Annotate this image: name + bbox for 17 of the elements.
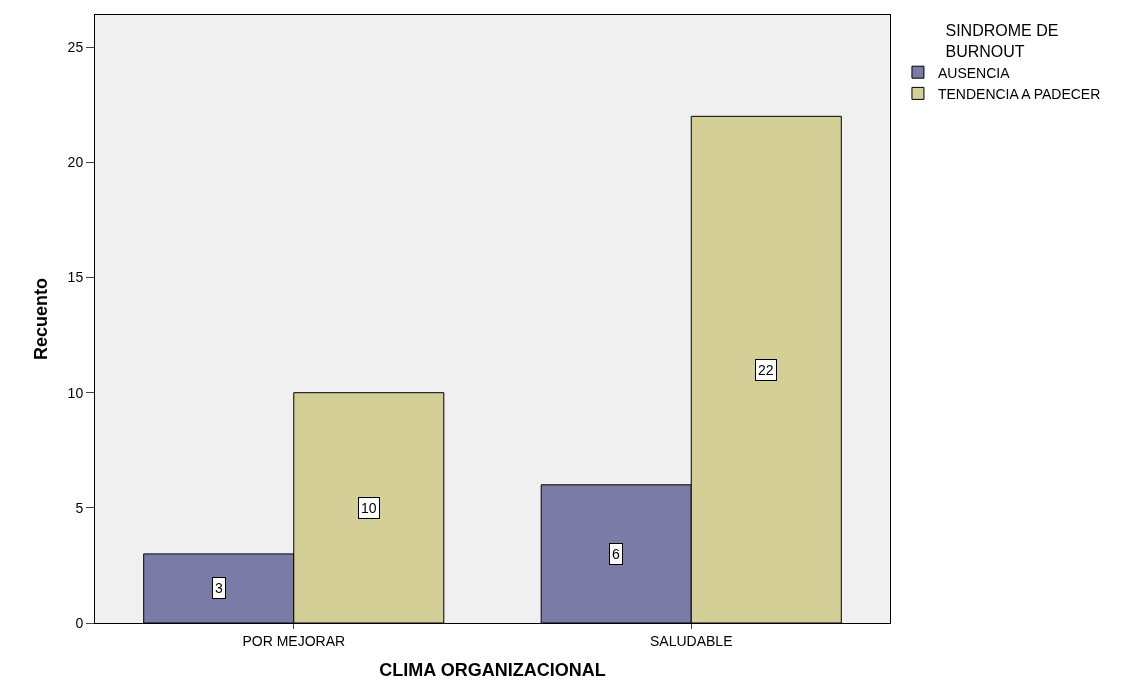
- x-tick-label: SALUDABLE: [650, 632, 733, 649]
- y-tick-label: 10: [67, 384, 84, 401]
- data-label: 3: [215, 580, 223, 596]
- y-tick-label: 0: [75, 614, 84, 631]
- y-tick-label: 15: [67, 269, 84, 286]
- legend-label: TENDENCIA A PADECER: [937, 85, 1101, 102]
- y-tick-label: 25: [67, 39, 84, 56]
- data-label: 22: [758, 362, 774, 378]
- x-tick-label: POR MEJORAR: [242, 632, 346, 649]
- x-axis-title: CLIMA ORGANIZACIONAL: [379, 659, 606, 680]
- data-label: 6: [612, 546, 620, 562]
- y-axis-title: Recuento: [30, 277, 51, 361]
- legend-title: SINDROME DE BURNOUT: [945, 21, 1059, 60]
- y-tick-label: 5: [75, 499, 84, 516]
- y-tick-label: 20: [67, 154, 84, 171]
- data-label: 10: [361, 500, 377, 516]
- legend-label: AUSENCIA: [937, 64, 1011, 81]
